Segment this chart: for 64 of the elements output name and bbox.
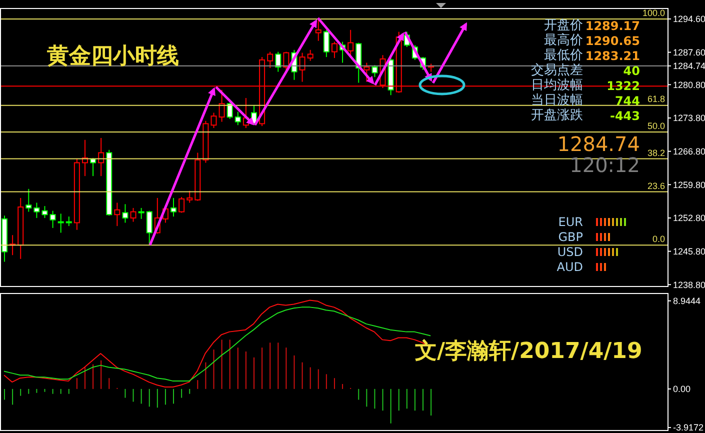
annotation: 40	[623, 64, 640, 78]
annotation: GBP	[558, 230, 583, 244]
y-tick-label: 1266.80	[673, 146, 705, 157]
annotation: 交易点差	[531, 63, 583, 78]
candlestick	[283, 51, 290, 72]
annotation: EUR	[558, 214, 583, 230]
annotation: 最高价	[544, 33, 583, 48]
candlestick	[315, 19, 322, 42]
y-tick-label: 1252.80	[673, 213, 705, 224]
y-tick-label: 1294.60	[673, 14, 705, 24]
candlestick	[34, 202, 40, 218]
candlestick	[364, 62, 370, 82]
candlestick	[26, 188, 32, 212]
candlestick	[114, 202, 120, 227]
candlestick	[98, 137, 104, 177]
y-tick-label: 1245.80	[673, 246, 705, 256]
candlestick	[275, 51, 282, 72]
candlestick	[372, 64, 378, 78]
candlestick	[42, 206, 48, 218]
annotation: AUD	[556, 260, 583, 274]
annotation: 23.6	[647, 180, 665, 191]
candlestick	[267, 51, 274, 68]
candlestick	[50, 210, 56, 228]
candlestick	[122, 204, 128, 224]
candlestick	[323, 29, 330, 58]
y-tick-label: 1287.60	[673, 47, 705, 58]
annotation: 744	[614, 94, 640, 108]
y-tick-label: 1238.80	[673, 280, 705, 290]
annotation: 100.0	[642, 8, 665, 18]
annotation: 最低价	[544, 48, 583, 64]
text: 黄金四小时线	[47, 43, 179, 71]
candlestick	[66, 216, 72, 227]
candlestick	[299, 52, 306, 82]
candlestick	[138, 207, 144, 220]
candlestick	[58, 213, 64, 234]
y-tick-label: 8.9444	[673, 296, 701, 306]
annotation: USD	[557, 244, 583, 260]
candlestick	[307, 49, 314, 62]
candlestick	[218, 89, 225, 122]
candlestick	[331, 41, 338, 58]
annotation: 1290.65	[585, 34, 640, 48]
annotation: 1283.21	[585, 48, 640, 64]
annotation: 当日波幅	[531, 93, 583, 108]
annotation: 1289.17	[585, 18, 640, 34]
annotation: 120:12	[570, 153, 640, 177]
annotation: 38.2	[647, 148, 665, 158]
candlestick	[234, 111, 241, 126]
annotation: 1284.74	[557, 132, 640, 156]
y-tick-label: 1284.74	[673, 61, 705, 72]
annotation: 文/李瀚轩/2017/4/19	[415, 338, 642, 366]
annotation: 开盘价	[544, 18, 583, 34]
annotation: 开盘涨跌	[531, 108, 583, 124]
y-tick-label: 1280.80	[673, 80, 705, 90]
annotation: -443	[610, 108, 640, 124]
candlestick	[130, 207, 136, 222]
annotation: 61.8	[647, 94, 665, 104]
annotation: 50.0	[647, 121, 665, 132]
y-tick-label: 0.00	[673, 384, 691, 394]
annotation: 0.0	[652, 234, 665, 244]
candlestick	[226, 102, 233, 120]
y-tick-label: -3.9172	[673, 422, 704, 433]
y-tick-label: 1273.80	[673, 113, 705, 124]
y-tick-label: 1259.80	[673, 180, 705, 190]
candlestick	[348, 29, 354, 58]
